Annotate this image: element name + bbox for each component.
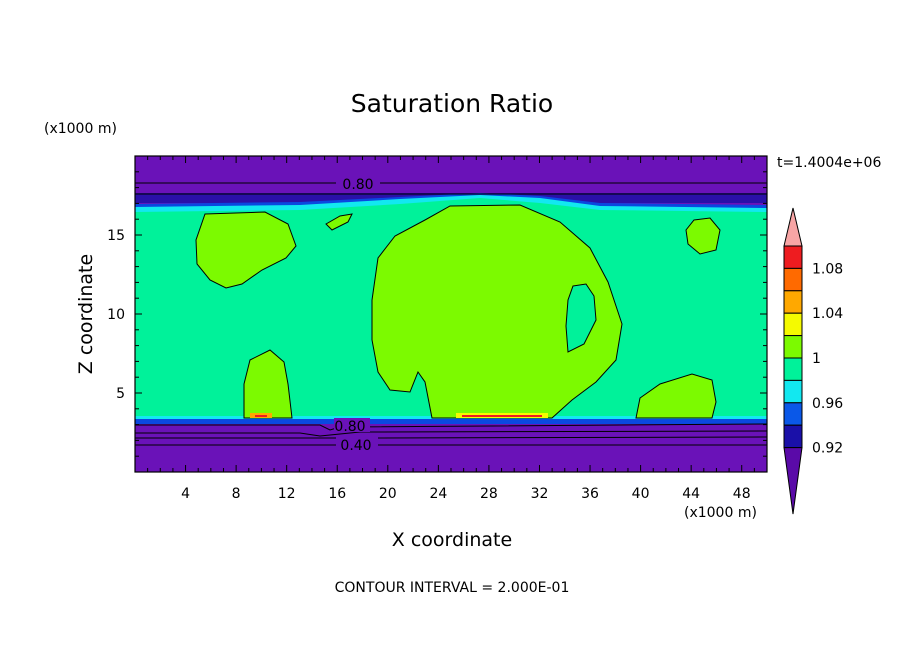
y-tick-label: 15 — [107, 228, 125, 244]
colorbar-segment — [783, 402, 803, 426]
colorbar-level-label: 0.96 — [812, 396, 843, 412]
plot-area: 0.80 0.80 0.40 — [134, 155, 768, 473]
colorbar-bottom-arrow — [783, 447, 803, 515]
colorbar-segment — [783, 424, 803, 449]
y-axis-label: Z coordinate — [75, 254, 97, 374]
x-tick-label: 24 — [429, 486, 447, 502]
colorbar-level-label: 1.08 — [812, 261, 843, 277]
lime-fleck-top — [325, 213, 353, 231]
field-blue-band-bottom — [135, 418, 767, 424]
x-tick-label: 8 — [232, 486, 241, 502]
lime-blob-left — [195, 211, 297, 289]
field-cyan-band-top — [135, 195, 767, 212]
mint-hole-main — [565, 283, 597, 353]
colorbar-segment — [783, 245, 803, 269]
x-tick-label: 16 — [328, 486, 346, 502]
colorbar-segment — [783, 379, 803, 404]
colorbar-segment — [783, 312, 803, 337]
colorbar-top-arrow — [783, 207, 803, 247]
colorbar-level-label: 0.92 — [812, 441, 843, 457]
x-unit-label: (x1000 m) — [684, 505, 757, 521]
y-tick-label: 5 — [116, 386, 125, 402]
x-tick-label: 44 — [682, 486, 700, 502]
colorbar-segment — [783, 267, 803, 292]
chart-title: Saturation Ratio — [351, 89, 553, 118]
colorbar-segment — [783, 357, 803, 381]
x-tick-label: 28 — [480, 486, 498, 502]
x-tick-label: 40 — [632, 486, 650, 502]
lime-blob-lower-right — [635, 373, 717, 419]
time-label: t=1.4004e+06 — [777, 155, 881, 171]
colorbar-segment — [783, 335, 803, 359]
lime-blob-upper-right — [685, 217, 721, 255]
contour-label-top: 0.80 — [342, 177, 373, 193]
contour-interval-footer: CONTOUR INTERVAL = 2.000E-01 — [335, 580, 570, 596]
contour-line-low-2 — [135, 430, 768, 437]
contour-label-low-2: 0.40 — [340, 438, 371, 454]
y-tick-label: 10 — [107, 307, 125, 323]
x-tick-label: 36 — [581, 486, 599, 502]
x-tick-label: 12 — [278, 486, 296, 502]
colorbar-level-label: 1.04 — [812, 306, 843, 322]
colorbar-segment — [783, 290, 803, 314]
colorbar: 1.08 1.04 1 0.96 0.92 — [783, 207, 843, 515]
lime-blob-main — [371, 204, 623, 419]
contour-label-low-1: 0.80 — [334, 419, 365, 435]
x-tick-label: 32 — [531, 486, 549, 502]
contour-line-low-1 — [135, 423, 768, 431]
x-tick-label: 20 — [379, 486, 397, 502]
colorbar-level-label: 1 — [812, 351, 821, 367]
y-unit-label: (x1000 m) — [44, 121, 117, 137]
x-tick-label: 48 — [733, 486, 751, 502]
contour-line-low-3 — [135, 436, 768, 439]
warm-streak-mid-inner — [462, 415, 542, 417]
x-tick-label: 4 — [181, 486, 190, 502]
warm-streak-left-inner — [255, 415, 267, 417]
lime-blob-lower-left — [243, 349, 293, 419]
x-axis-label: X coordinate — [392, 529, 512, 551]
